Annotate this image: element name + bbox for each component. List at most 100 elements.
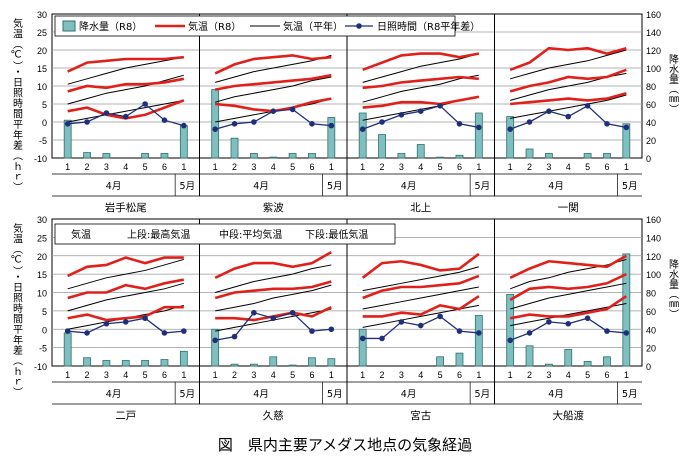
x-tick-label: 1 [65, 370, 70, 380]
x-tick-label: 5 [143, 162, 148, 172]
legend-sun-marker [356, 23, 362, 29]
x-tick-label: 4 [566, 162, 571, 172]
x-tick-label: 5 [290, 370, 295, 380]
precip-bar [622, 123, 631, 159]
normal-temp-line [67, 56, 184, 85]
sunshine-point [142, 315, 148, 322]
legend-precip-label: 降水量（R8） [79, 20, 142, 33]
sunshine-point [84, 330, 90, 336]
precip-bar [525, 345, 534, 367]
station-name: 北上 [410, 202, 431, 214]
x-tick-label: 2 [527, 370, 532, 380]
y-left-tick-label: 15 [37, 64, 47, 74]
x-tick-label: 1 [624, 162, 629, 172]
x-tick-label: 5 [585, 370, 590, 380]
x-tick-label: 4 [418, 370, 423, 380]
temp-line [214, 73, 332, 91]
x-tick-label: 1 [624, 370, 629, 380]
precip-bar [564, 349, 573, 367]
x-tick-label: 6 [162, 370, 167, 380]
precip-bar [603, 356, 611, 367]
sunshine-point [251, 309, 257, 316]
temp-line [362, 75, 479, 90]
x-tick-label: 6 [309, 370, 314, 380]
temp-line [509, 68, 627, 93]
precip-bar [249, 153, 258, 159]
sunshine-point [289, 309, 296, 316]
sunshine-point [437, 103, 443, 109]
temp-line [362, 95, 480, 109]
sunshine-point [546, 319, 552, 325]
precip-bar [179, 350, 188, 367]
temp-line [361, 252, 480, 279]
normal-temp-line [510, 282, 627, 310]
precip-bar [474, 315, 483, 367]
y-left-axis-title: 気温（℃）・日照時間平年差（ｈｒ） [10, 17, 22, 193]
sunshine-point [103, 110, 110, 116]
sunshine-point [379, 335, 385, 342]
sunshine-point [122, 319, 129, 325]
month-label-april: 4月 [401, 389, 417, 400]
sunshine-point [526, 119, 533, 125]
normal-temp-line [362, 266, 479, 292]
x-tick-label: 1 [213, 162, 218, 172]
x-tick-label: 1 [181, 162, 186, 172]
station-name: 紫波 [263, 201, 284, 214]
legend2-max: 上段:最高気温 [127, 228, 190, 241]
sunshine-point [565, 113, 572, 120]
x-tick-label: 1 [508, 370, 513, 380]
x-tick-label: 1 [508, 162, 513, 172]
y-right-tick-label: 0 [646, 154, 651, 164]
precip-bar [83, 152, 91, 159]
sunshine-point [328, 326, 335, 333]
month-label-may: 5月 [327, 389, 343, 400]
month-label-april: 4月 [401, 181, 417, 192]
normal-temp-line [67, 258, 184, 290]
precip-bar [436, 356, 445, 367]
x-tick-label: 1 [213, 370, 218, 380]
sunshine-point [565, 320, 572, 327]
sunshine-point [270, 315, 277, 322]
y-right-tick-label: 140 [646, 233, 661, 243]
precip-bar [160, 153, 169, 159]
precip-bar [288, 153, 297, 159]
precip-bar [436, 156, 445, 159]
y-right-tick-label: 100 [646, 270, 661, 280]
temp-line [510, 91, 627, 106]
y-right-tick-label: 0 [646, 362, 651, 372]
precip-bar [249, 363, 258, 367]
sunshine-point [604, 328, 610, 334]
precip-bar [308, 153, 316, 159]
y-left-axis-title: 気温（℃）・日照時間平年差（ｈｒ） [10, 222, 22, 398]
precip-bar [583, 361, 592, 367]
sunshine-point [251, 119, 257, 125]
month-label-may: 5月 [180, 389, 196, 400]
temp-line [362, 274, 480, 300]
normal-temp-line [215, 264, 332, 293]
x-tick-label: 2 [232, 370, 237, 380]
temp-line [509, 295, 628, 320]
precip-bar [230, 137, 239, 159]
precip-bar [416, 144, 425, 159]
y-left-tick-label: 25 [37, 233, 47, 243]
x-tick-label: 4 [566, 370, 571, 380]
x-tick-label: 5 [438, 370, 443, 380]
precip-bar [121, 360, 130, 367]
sunshine-point [507, 126, 513, 132]
precip-bar [211, 89, 220, 159]
y-left-tick-label: 10 [37, 82, 47, 92]
sunshine-point [507, 337, 513, 344]
x-tick-label: 2 [232, 162, 237, 172]
normal-temp-line [215, 54, 332, 83]
precip-bar [141, 153, 150, 159]
y-right-axis-title: 降水量（㎜） [667, 258, 679, 319]
legend-sun-label: 日照時間（R8平年差） [377, 20, 480, 33]
month-label-april: 4月 [548, 181, 564, 192]
sunshine-point [526, 330, 533, 336]
sunshine-point [64, 328, 71, 334]
station-name: 大船渡 [553, 409, 585, 422]
sunshine-point [212, 337, 218, 344]
sunshine-point [456, 328, 463, 334]
precip-bar [308, 357, 316, 367]
